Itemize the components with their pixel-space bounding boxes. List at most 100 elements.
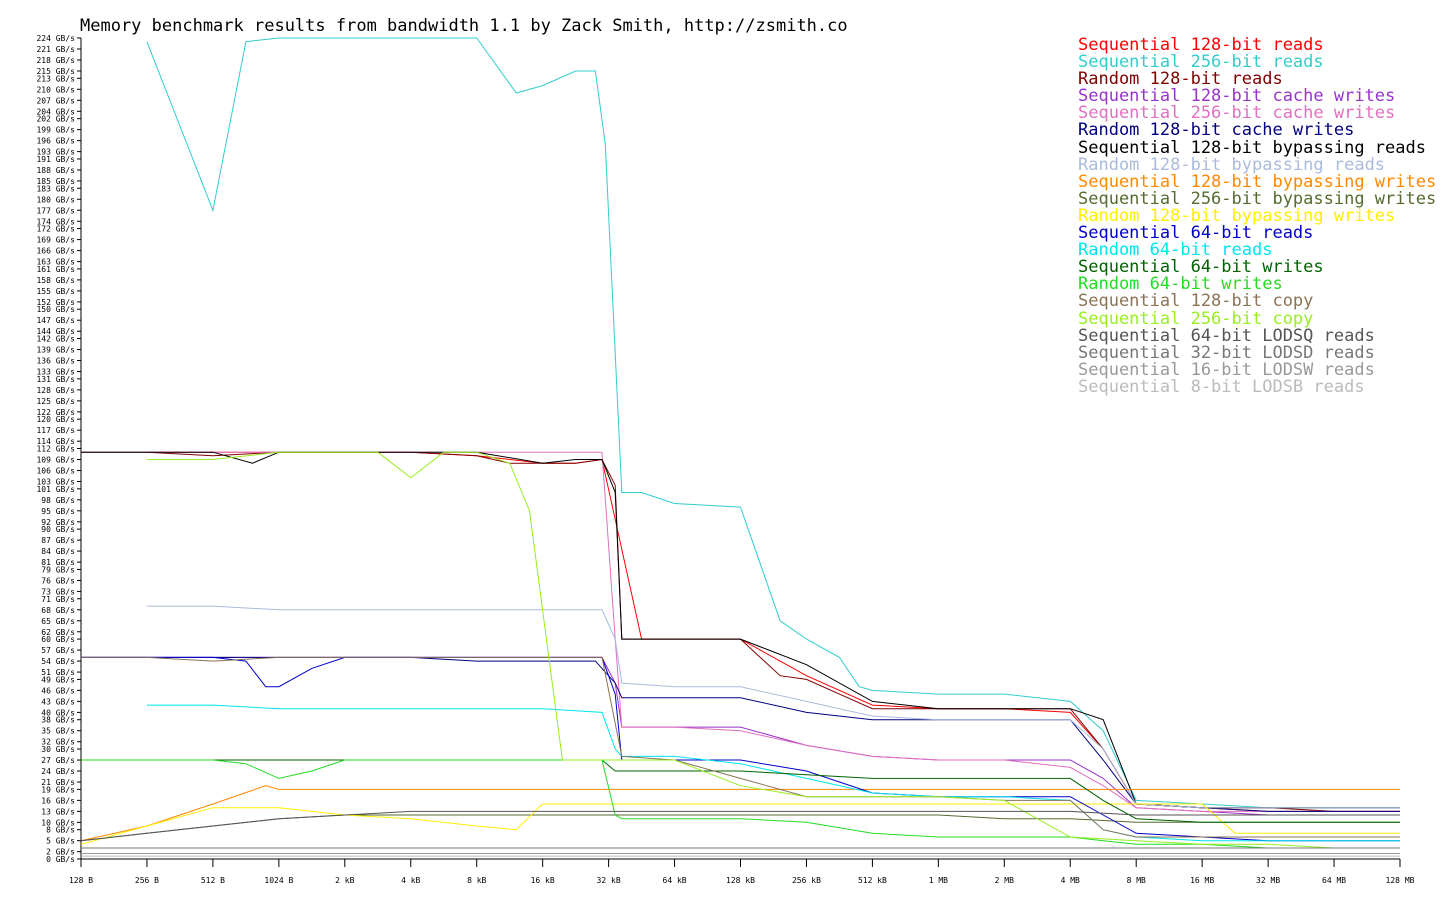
- y-tick-label: 40 GB/s: [41, 708, 75, 717]
- x-tick-label: 64 kB: [663, 876, 687, 885]
- legend-entry-17: Sequential 256-bit copy: [1078, 308, 1314, 329]
- y-tick-label: 202 GB/s: [36, 115, 75, 124]
- y-tick-label: 16 GB/s: [41, 796, 75, 805]
- y-tick-label: 133 GB/s: [36, 368, 75, 377]
- y-tick-label: 84 GB/s: [41, 547, 75, 556]
- series-line-17: [146, 451, 1400, 849]
- chart-title: Memory benchmark results from bandwidth …: [80, 16, 848, 36]
- y-tick-label: 224 GB/s: [36, 34, 75, 43]
- x-tick-label: 4 MB: [1061, 876, 1080, 885]
- series-line-12: [81, 656, 1400, 842]
- y-tick-label: 196 GB/s: [36, 137, 75, 146]
- x-tick-label: 512 kB: [858, 876, 887, 885]
- series-line-16: [81, 656, 1400, 838]
- y-tick-label: 112 GB/s: [36, 445, 75, 454]
- series-line-3: [81, 451, 1400, 812]
- y-tick-label: 98 GB/s: [41, 496, 75, 505]
- y-tick-label: 142 GB/s: [36, 335, 75, 344]
- series-line-6: [81, 656, 1400, 812]
- y-tick-label: 103 GB/s: [36, 477, 75, 486]
- y-tick-label: 155 GB/s: [36, 287, 75, 296]
- series-line-9: [80, 785, 1400, 842]
- y-tick-label: 117 GB/s: [36, 426, 75, 435]
- y-tick-label: 147 GB/s: [36, 316, 75, 325]
- y-tick-label: 193 GB/s: [36, 148, 75, 157]
- y-tick-label: 120 GB/s: [36, 415, 75, 424]
- y-tick-label: 174 GB/s: [36, 217, 75, 226]
- y-tick-label: 128 GB/s: [36, 386, 75, 395]
- y-tick-label: 95 GB/s: [41, 507, 75, 516]
- x-tick-label: 8 kB: [467, 876, 486, 885]
- y-tick-label: 177 GB/s: [36, 206, 75, 215]
- y-tick-label: 65 GB/s: [41, 617, 75, 626]
- y-tick-label: 49 GB/s: [41, 675, 75, 684]
- y-tick-label: 0 GB/s: [46, 855, 75, 864]
- y-tick-label: 54 GB/s: [41, 657, 75, 666]
- y-tick-label: 166 GB/s: [36, 247, 75, 256]
- series-line-18: [80, 810, 1400, 842]
- series-line-14: [81, 759, 1400, 823]
- y-tick-label: 60 GB/s: [41, 635, 75, 644]
- legend-entry-14: Sequential 64-bit writes: [1078, 257, 1324, 278]
- legend-entry-1: Sequential 128-bit reads: [1078, 35, 1324, 55]
- y-tick-label: 10 GB/s: [41, 818, 75, 827]
- y-tick-label: 30 GB/s: [41, 745, 75, 754]
- x-tick-label: 32 kB: [597, 876, 621, 885]
- x-tick-label: 128 MB: [1386, 876, 1415, 885]
- y-tick-label: 215 GB/s: [36, 67, 75, 76]
- y-tick-label: 24 GB/s: [41, 767, 75, 776]
- legend-entry-19: Sequential 32-bit LODSD reads: [1078, 342, 1375, 363]
- x-tick-label: 4 kB: [401, 876, 420, 885]
- y-tick-label: 122 GB/s: [36, 408, 75, 417]
- y-tick-label: 8 GB/s: [46, 826, 75, 835]
- y-tick-label: 169 GB/s: [36, 236, 75, 245]
- x-tick-label: 64 MB: [1322, 876, 1346, 885]
- y-tick-label: 32 GB/s: [41, 738, 75, 747]
- legend-entry-18: Sequential 64-bit LODSQ reads: [1078, 325, 1375, 346]
- y-tick-label: 76 GB/s: [41, 576, 75, 585]
- series-line-5: [81, 451, 1400, 812]
- legend-entry-21: Sequential 8-bit LODSB reads: [1078, 376, 1365, 397]
- y-tick-label: 57 GB/s: [41, 646, 75, 655]
- y-tick-label: 150 GB/s: [36, 305, 75, 314]
- legend-entry-15: Random 64-bit writes: [1078, 274, 1283, 295]
- y-tick-label: 210 GB/s: [36, 85, 75, 94]
- x-tick-label: 2 kB: [335, 876, 354, 885]
- legend-entry-10: Sequential 256-bit bypassing writes: [1078, 188, 1437, 209]
- y-tick-label: 27 GB/s: [41, 756, 75, 765]
- y-tick-label: 68 GB/s: [41, 606, 75, 615]
- y-tick-label: 101 GB/s: [36, 485, 75, 494]
- y-tick-label: 185 GB/s: [36, 177, 75, 186]
- legend-entry-6: Random 128-bit cache writes: [1078, 120, 1355, 141]
- x-tick-label: 512 B: [201, 876, 225, 885]
- y-tick-label: 183 GB/s: [36, 184, 75, 193]
- y-tick-label: 106 GB/s: [36, 466, 75, 475]
- legend-entry-9: Sequential 128-bit bypassing writes: [1078, 171, 1437, 192]
- y-tick-label: 152 GB/s: [36, 298, 75, 307]
- y-tick-label: 51 GB/s: [41, 668, 75, 677]
- y-tick-label: 46 GB/s: [41, 686, 75, 695]
- x-tick-label: 1024 B: [264, 876, 293, 885]
- series-line-1: [146, 451, 1400, 812]
- y-tick-label: 87 GB/s: [41, 536, 75, 545]
- y-tick-label: 163 GB/s: [36, 258, 75, 267]
- y-tick-label: 114 GB/s: [36, 437, 75, 446]
- y-tick-label: 35 GB/s: [41, 727, 75, 736]
- series-line-8: [146, 605, 1400, 809]
- y-tick-label: 172 GB/s: [36, 225, 75, 234]
- y-tick-label: 131 GB/s: [36, 375, 75, 384]
- y-tick-label: 90 GB/s: [41, 525, 75, 534]
- legend-entry-3: Random 128-bit reads: [1078, 69, 1283, 90]
- y-tick-label: 5 GB/s: [46, 837, 75, 846]
- y-tick-label: 43 GB/s: [41, 697, 75, 706]
- legend: Sequential 128-bit reads Sequential 256-b…: [1078, 35, 1437, 397]
- x-tick-label: 256 B: [135, 876, 159, 885]
- y-tick-label: 81 GB/s: [41, 558, 75, 567]
- y-tick-label: 109 GB/s: [36, 455, 75, 464]
- series-line-4: [81, 656, 1400, 816]
- legend-entry-13: Random 64-bit reads: [1078, 240, 1273, 261]
- y-tick-label: 125 GB/s: [36, 397, 75, 406]
- y-tick-label: 144 GB/s: [36, 327, 75, 336]
